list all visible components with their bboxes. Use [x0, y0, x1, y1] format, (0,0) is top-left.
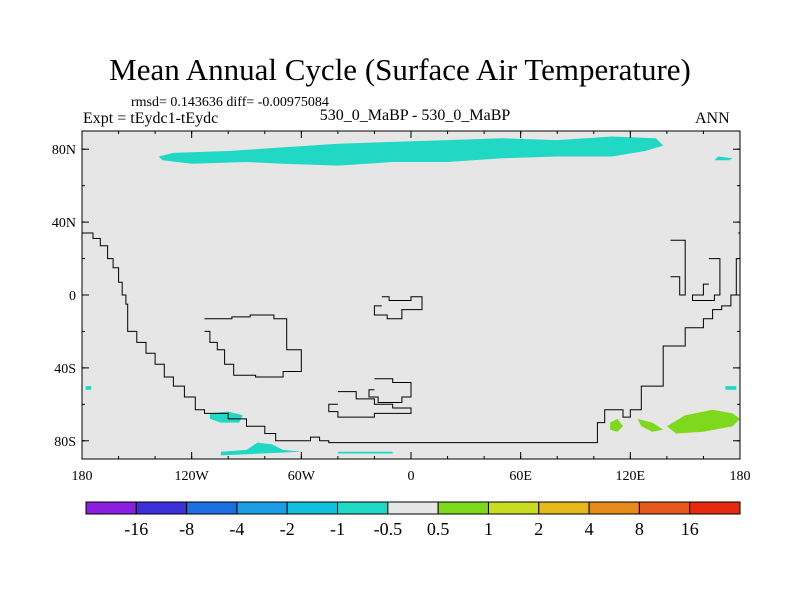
- colorbar-swatch: [337, 501, 389, 515]
- colorbar-label: -4: [229, 519, 244, 539]
- colorbar-swatch: [135, 501, 188, 515]
- anomaly-region-east-edge-spot: [725, 386, 737, 390]
- colorbar-swatch: [186, 501, 238, 515]
- colorbar-swatch: [236, 501, 288, 515]
- anomaly-region-arctic-cooling: [158, 136, 664, 166]
- anomaly-region-west-edge-spot: [85, 386, 92, 390]
- x-tick-label: 120W: [175, 469, 210, 484]
- stats-label: rmsd= 0.143636 diff= -0.00975084: [131, 95, 329, 110]
- anomaly-region-arctic-east-spot: [714, 156, 733, 161]
- continent-outline: [204, 314, 302, 378]
- colorbar-swatch: [588, 501, 640, 515]
- y-tick-label: 80N: [52, 143, 76, 158]
- anomaly-region-antarctic-warming-spot-b: [637, 418, 664, 432]
- anomaly-region-antarctic-warming-east: [666, 409, 740, 434]
- anomaly-region-antarctic-shelf-strip: [337, 451, 393, 454]
- experiment-label: Expt = tEydc1-tEydc: [83, 110, 219, 127]
- y-tick-label: 80S: [54, 435, 76, 450]
- colorbar-label: 2: [534, 519, 543, 539]
- colorbar-swatch: [85, 501, 137, 515]
- colorbar-label: -1: [330, 519, 345, 539]
- x-tick-label: 0: [408, 469, 415, 484]
- y-tick-label: 40S: [54, 362, 76, 377]
- season-label: ANN: [695, 110, 730, 127]
- x-tick-label: 60W: [288, 469, 316, 484]
- continent-outline: [692, 258, 721, 301]
- colorbar-swatch: [638, 501, 691, 515]
- colorbar-label: -2: [280, 519, 295, 539]
- colorbar-label: 0.5: [427, 519, 450, 539]
- colorbar-label: 4: [585, 519, 594, 539]
- continent-outline: [82, 232, 740, 444]
- x-tick-label: 120E: [616, 469, 646, 484]
- colorbar-swatch: [487, 501, 540, 515]
- x-tick-label: 180: [730, 469, 751, 484]
- anomaly-region-antarctic-shelf-cooling: [220, 442, 302, 456]
- run-label: 530_0_MaBP - 530_0_MaBP: [319, 107, 511, 124]
- colorbar-swatch: [437, 501, 489, 515]
- colorbar-label: -0.5: [374, 519, 403, 539]
- anomaly-region-antarctic-warming-spot-a: [610, 418, 623, 432]
- x-tick-label: 60E: [509, 469, 532, 484]
- colorbar-swatch: [538, 501, 590, 515]
- y-tick-label: 40N: [52, 216, 76, 231]
- colorbar-label: -8: [179, 519, 194, 539]
- map-background: [82, 131, 740, 459]
- continent-outline: [328, 391, 412, 418]
- chart-title: Mean Annual Cycle (Surface Air Temperatu…: [109, 52, 691, 87]
- colorbar-label: 8: [635, 519, 644, 539]
- map-contents: [82, 136, 740, 456]
- continent-outline: [368, 378, 412, 403]
- colorbar-label: 16: [681, 519, 699, 539]
- colorbar-swatch: [689, 501, 741, 515]
- y-tick-label: 0: [69, 289, 76, 304]
- colorbar-swatch: [387, 501, 439, 515]
- colorbar-swatch: [286, 501, 339, 515]
- colorbar-label: 1: [484, 519, 493, 539]
- continent-outline: [373, 296, 423, 320]
- x-tick-label: 180: [72, 469, 93, 484]
- colorbar-label: -16: [124, 519, 148, 539]
- continent-outline: [670, 239, 686, 296]
- anomaly-region-antarctic-coast-cooling: [209, 411, 243, 423]
